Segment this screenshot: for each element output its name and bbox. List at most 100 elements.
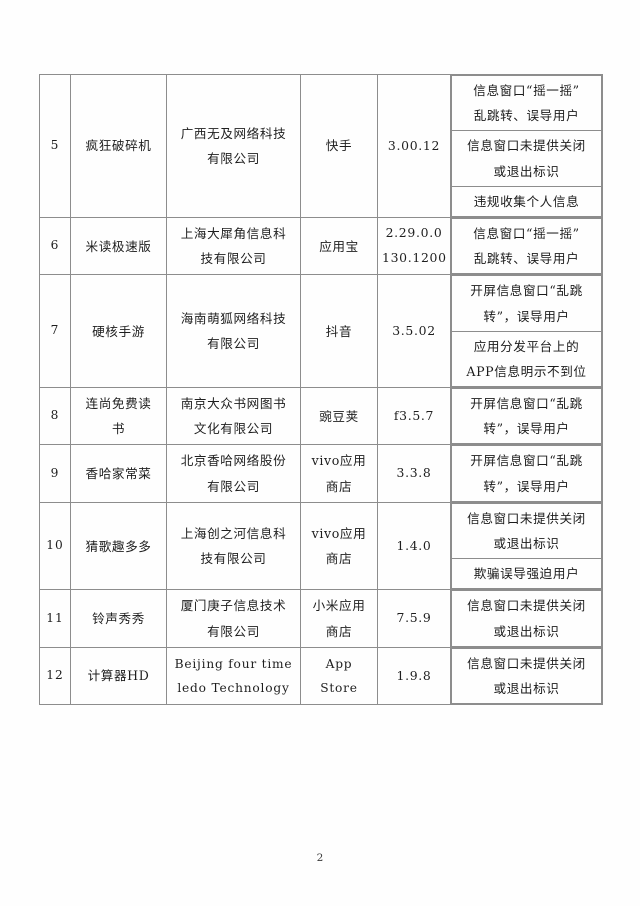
row-index-cell-text: 6 bbox=[50, 238, 60, 253]
version-cell-text: 3.3.8 bbox=[396, 465, 432, 481]
issue-row: 违规收集个人信息 bbox=[451, 185, 602, 217]
app-name-cell: 猜歌趣多多 bbox=[70, 501, 167, 591]
issue-row: 信息窗口未提供关闭 或退出标识 bbox=[451, 647, 602, 705]
app-name-cell-text: 连尚免费读 书 bbox=[85, 396, 152, 437]
version-cell: 1.4.0 bbox=[377, 501, 451, 591]
version-cell: 3.3.8 bbox=[377, 444, 451, 503]
issue-text: 开屏信息窗口“乱跳 转”，误导用户 bbox=[470, 396, 583, 437]
app-name-cell-text: 猜歌趣多多 bbox=[85, 538, 152, 554]
company-name-cell-text: Beijing four time ledo Technology bbox=[174, 656, 293, 695]
version-cell-text: 3.00.12 bbox=[387, 137, 441, 153]
platform-cell: App Store bbox=[300, 646, 378, 706]
platform-cell-text: 小米应用 商店 bbox=[312, 598, 366, 639]
issue-text: 信息窗口“摇一摇” 乱跳转、误导用户 bbox=[473, 225, 580, 267]
issues-cell: 信息窗口“摇一摇” 乱跳转、误导用户 bbox=[450, 216, 603, 276]
issue-text: 信息窗口“摇一摇” 乱跳转、误导用户 bbox=[473, 83, 580, 124]
row-index-cell: 12 bbox=[39, 646, 71, 706]
issue-item: 欺骗误导强迫用户 bbox=[451, 558, 602, 590]
version-cell: 7.5.9 bbox=[377, 589, 451, 648]
row-index-cell-text: 8 bbox=[50, 408, 60, 423]
issues-cell: 信息窗口未提供关闭 或退出标识 bbox=[450, 589, 603, 648]
app-name-cell: 计算器HD bbox=[70, 646, 167, 706]
issues-cell: 信息窗口未提供关闭 或退出标识 bbox=[450, 646, 603, 706]
issue-item: 应用分发平台上的 APP信息明示不到位 bbox=[451, 330, 602, 388]
issue-row: 信息窗口未提供关闭 或退出标识 bbox=[451, 590, 602, 647]
platform-cell-text: App Store bbox=[320, 656, 358, 695]
company-name-cell: Beijing four time ledo Technology bbox=[166, 646, 301, 706]
version-cell-text: 7.5.9 bbox=[396, 610, 432, 626]
issue-item: 信息窗口“摇一摇” 乱跳转、误导用户 bbox=[451, 74, 602, 132]
issue-item: 开屏信息窗口“乱跳 转”，误导用户 bbox=[451, 275, 602, 332]
table-row: 11 铃声秀秀 厦门庚子信息技术 有限公司 小米应用 商店 7.5.9 信息窗口未提供关闭… bbox=[39, 589, 603, 648]
issues-cell: 信息窗口未提供关闭 或退出标识欺骗误导强迫用户 bbox=[450, 501, 603, 591]
issue-item: 信息窗口未提供关闭 或退出标识 bbox=[451, 502, 602, 560]
platform-cell: vivo应用 商店 bbox=[300, 444, 378, 503]
issue-row: 应用分发平台上的 APP信息明示不到位 bbox=[451, 330, 602, 388]
platform-cell: 豌豆荚 bbox=[300, 387, 378, 446]
company-name-cell-text: 上海大犀角信息科 技有限公司 bbox=[180, 225, 287, 267]
version-cell: 1.9.8 bbox=[377, 646, 451, 706]
app-name-cell: 连尚免费读 书 bbox=[70, 387, 167, 446]
platform-cell: 应用宝 bbox=[300, 216, 378, 276]
company-name-cell-text: 北京香哈网络股份 有限公司 bbox=[180, 453, 287, 494]
issue-text: 应用分发平台上的 APP信息明示不到位 bbox=[466, 338, 587, 379]
table-row: 10 猜歌趣多多 上海创之河信息科 技有限公司 vivo应用 商店 1.4.0 信息窗口未… bbox=[39, 501, 603, 591]
row-index-cell: 7 bbox=[39, 274, 71, 389]
row-index-cell-text: 11 bbox=[46, 610, 64, 625]
app-name-cell-text: 香哈家常菜 bbox=[85, 466, 152, 482]
table-row: 5 疯狂破碎机 广西无及网络科技 有限公司 快手 3.00.12 信息窗口“摇一摇” 乱跳… bbox=[39, 74, 603, 218]
company-name-cell: 厦门庚子信息技术 有限公司 bbox=[166, 589, 301, 648]
platform-cell-text: 快手 bbox=[325, 138, 353, 154]
company-name-cell-text: 广西无及网络科技 有限公司 bbox=[180, 125, 287, 166]
issue-list: 信息窗口未提供关闭 或退出标识 bbox=[451, 647, 602, 705]
issue-list: 信息窗口未提供关闭 或退出标识 bbox=[451, 590, 602, 647]
row-index-cell: 5 bbox=[39, 74, 71, 218]
version-cell: 3.00.12 bbox=[377, 74, 451, 218]
version-cell-text: f3.5.7 bbox=[393, 407, 435, 423]
issue-row: 信息窗口“摇一摇” 乱跳转、误导用户 bbox=[451, 217, 602, 275]
platform-cell: 小米应用 商店 bbox=[300, 589, 378, 648]
issue-item: 信息窗口未提供关闭 或退出标识 bbox=[451, 130, 602, 187]
platform-cell-text: 抖音 bbox=[325, 323, 353, 339]
issue-text: 信息窗口未提供关闭 或退出标识 bbox=[467, 598, 586, 639]
issue-text: 开屏信息窗口“乱跳 转”，误导用户 bbox=[470, 283, 583, 324]
issue-text: 信息窗口未提供关闭 或退出标识 bbox=[467, 138, 586, 179]
app-name-cell: 香哈家常菜 bbox=[70, 444, 167, 503]
app-name-cell-text: 疯狂破碎机 bbox=[85, 138, 152, 154]
row-index-cell: 11 bbox=[39, 589, 71, 648]
app-name-cell-text: 铃声秀秀 bbox=[92, 610, 145, 626]
platform-cell-text: vivo应用 商店 bbox=[311, 453, 367, 494]
app-name-cell: 铃声秀秀 bbox=[70, 589, 167, 648]
issue-text: 信息窗口未提供关闭 或退出标识 bbox=[467, 510, 586, 551]
issue-text: 违规收集个人信息 bbox=[473, 193, 580, 209]
issue-item: 违规收集个人信息 bbox=[451, 185, 602, 217]
issues-cell: 开屏信息窗口“乱跳 转”，误导用户 bbox=[450, 387, 603, 446]
row-index-cell-text: 5 bbox=[50, 138, 60, 153]
company-name-cell-text: 南京大众书网图书 文化有限公司 bbox=[180, 396, 287, 437]
row-index-cell: 8 bbox=[39, 387, 71, 446]
issue-list: 信息窗口“摇一摇” 乱跳转、误导用户 信息窗口未提供关闭 或退出标识违规收集个人信… bbox=[451, 74, 602, 217]
version-cell-text: 3.5.02 bbox=[392, 322, 436, 338]
version-cell: f3.5.7 bbox=[377, 387, 451, 446]
company-name-cell: 南京大众书网图书 文化有限公司 bbox=[166, 387, 301, 446]
issue-list: 信息窗口未提供关闭 或退出标识欺骗误导强迫用户 bbox=[451, 502, 602, 590]
app-name-cell-text: 米读极速版 bbox=[85, 238, 152, 254]
table-row: 12 计算器HD Beijing four time ledo Technology… bbox=[39, 646, 603, 706]
issue-row: 开屏信息窗口“乱跳 转”，误导用户 bbox=[451, 388, 602, 445]
platform-cell-text: 豌豆荚 bbox=[319, 408, 359, 424]
issue-item: 信息窗口“摇一摇” 乱跳转、误导用户 bbox=[451, 217, 602, 275]
page-number: 2 bbox=[316, 852, 324, 864]
issue-row: 信息窗口未提供关闭 或退出标识 bbox=[451, 502, 602, 560]
table-row: 9 香哈家常菜 北京香哈网络股份 有限公司 vivo应用 商店 3.3.8 开屏信息窗口“… bbox=[39, 444, 603, 503]
company-name-cell: 广西无及网络科技 有限公司 bbox=[166, 74, 301, 218]
issue-text: 开屏信息窗口“乱跳 转”，误导用户 bbox=[470, 453, 583, 494]
issue-row: 开屏信息窗口“乱跳 转”，误导用户 bbox=[451, 275, 602, 332]
issue-row: 开屏信息窗口“乱跳 转”，误导用户 bbox=[451, 445, 602, 502]
issue-item: 开屏信息窗口“乱跳 转”，误导用户 bbox=[451, 445, 602, 502]
app-name-cell: 硬核手游 bbox=[70, 274, 167, 389]
app-name-cell: 疯狂破碎机 bbox=[70, 74, 167, 218]
app-name-cell-text: 计算器HD bbox=[87, 668, 150, 684]
company-name-cell: 海南萌狐网络科技 有限公司 bbox=[166, 274, 301, 389]
app-name-cell-text: 硬核手游 bbox=[92, 323, 145, 339]
